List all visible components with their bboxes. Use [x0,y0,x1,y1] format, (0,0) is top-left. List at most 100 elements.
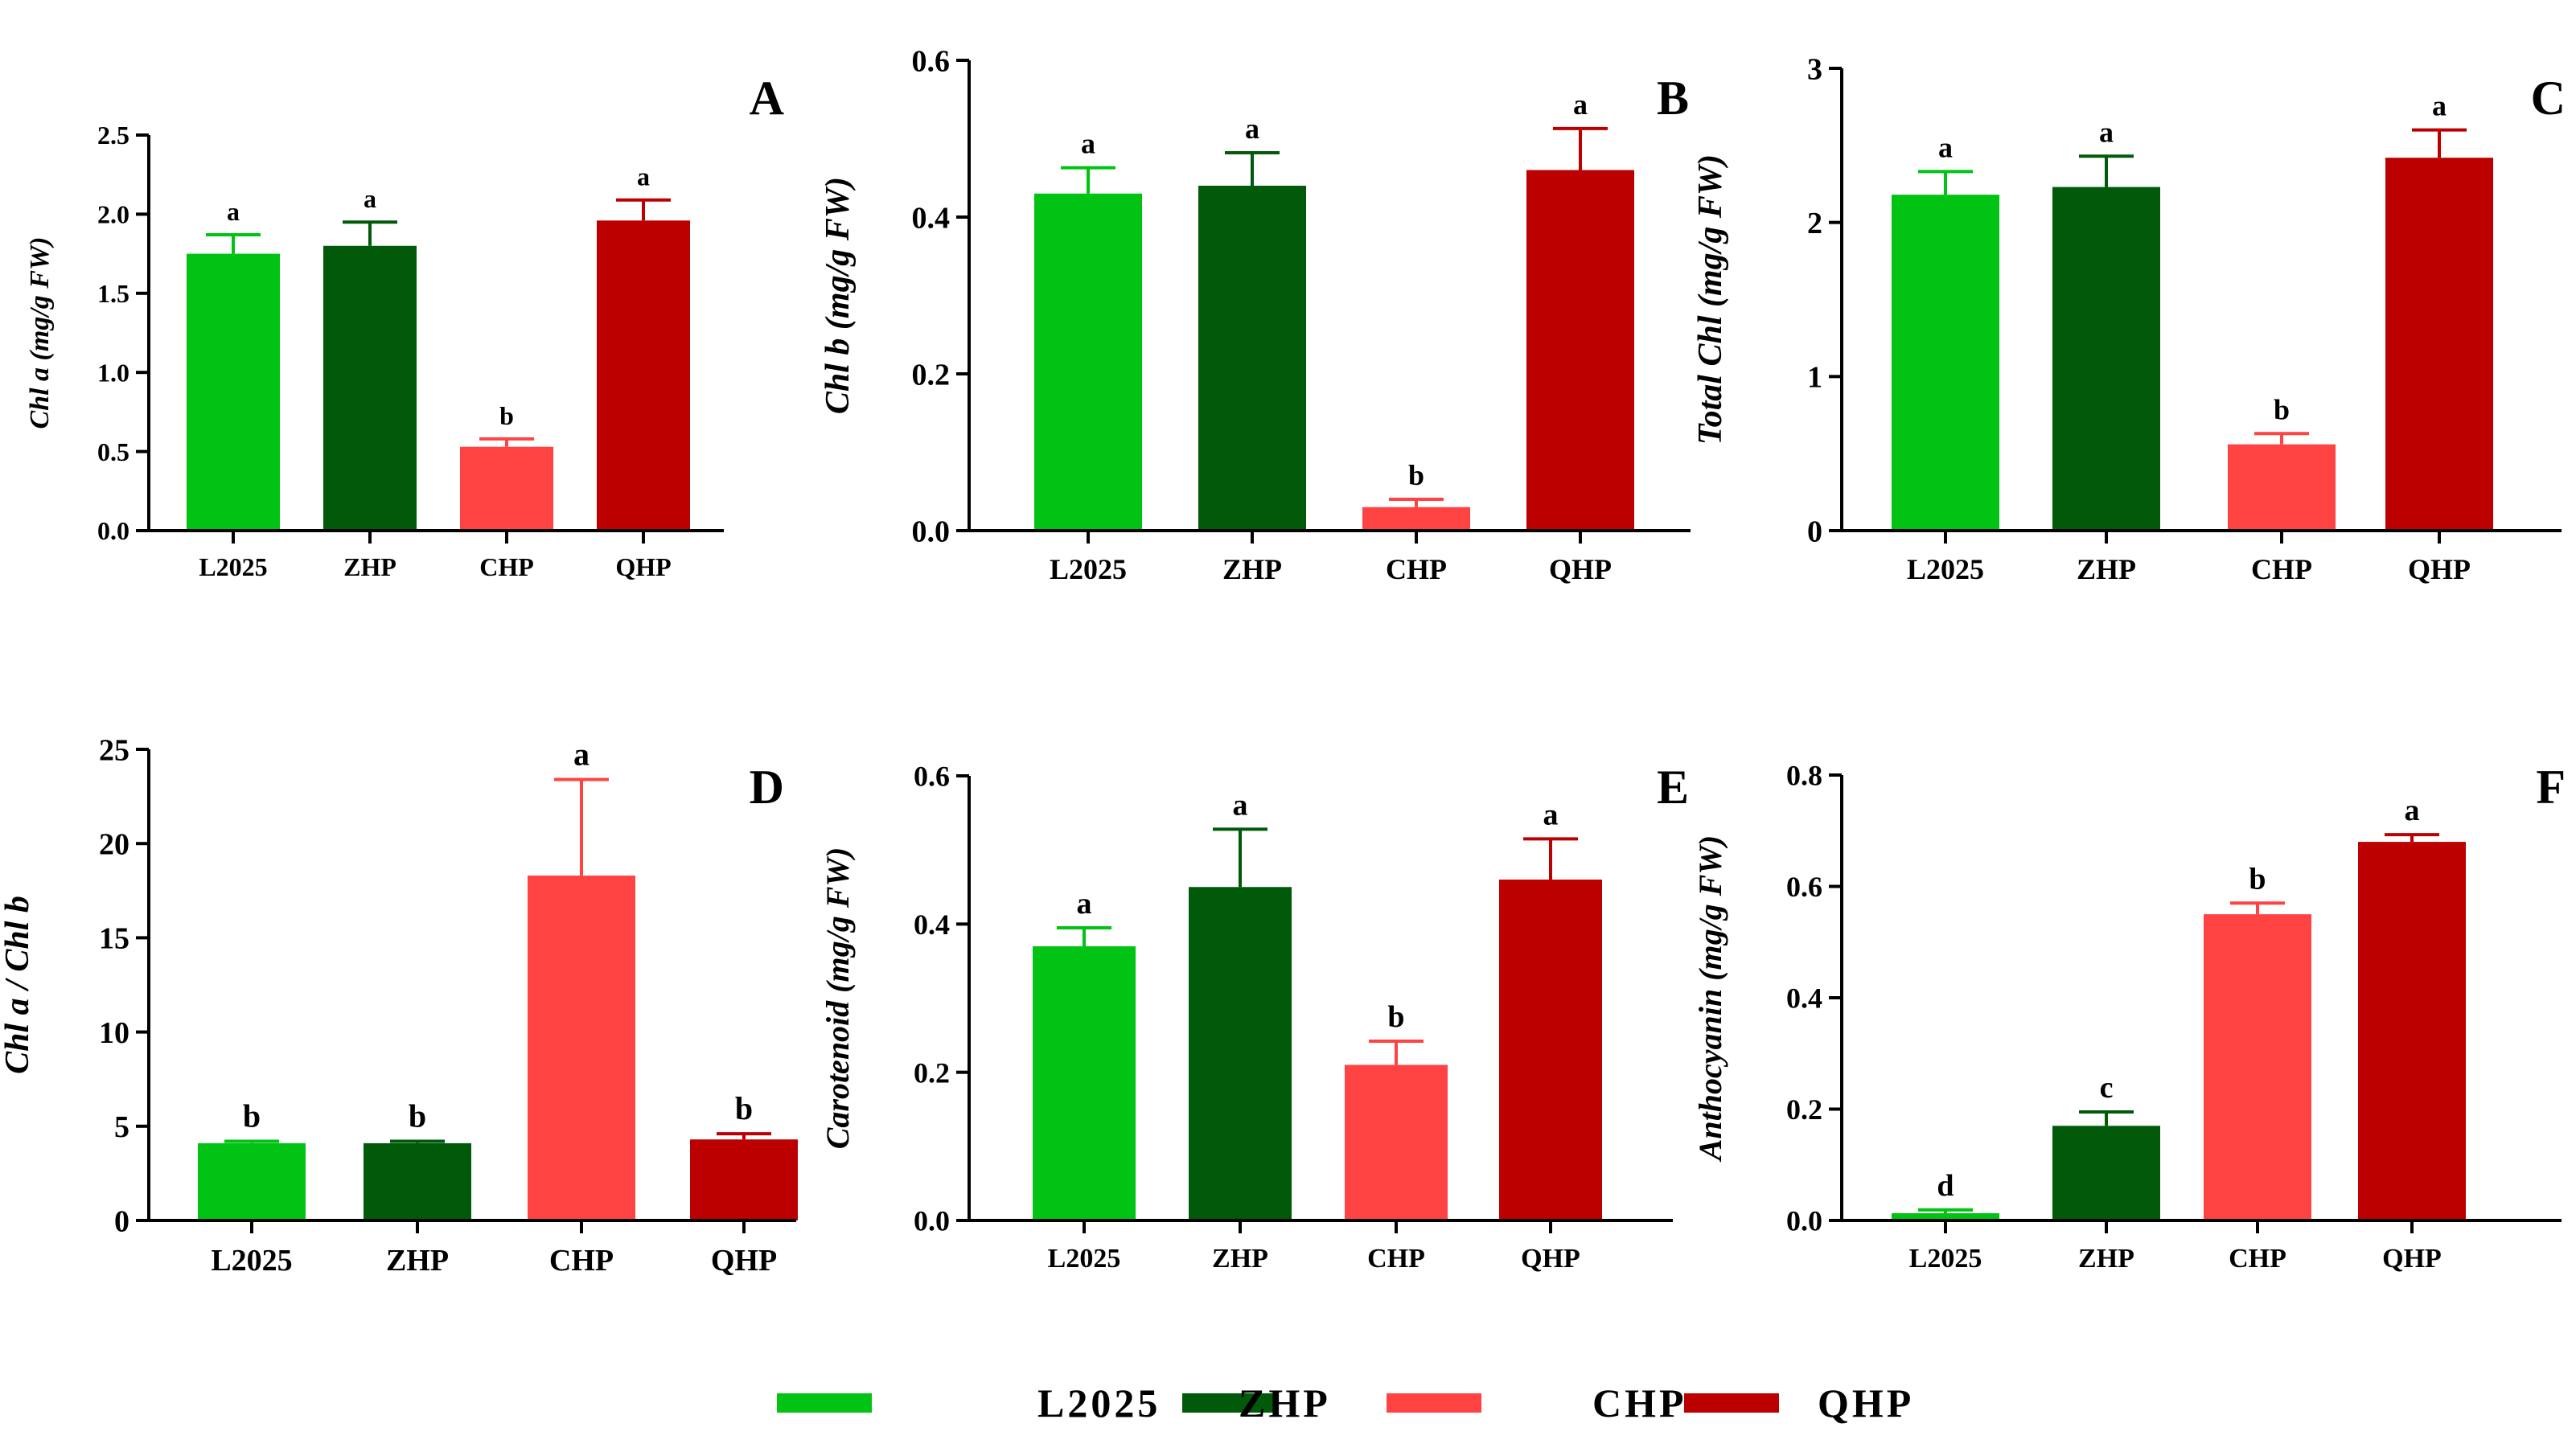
x-tick-label: ZHP [343,552,396,581]
bar-chp [528,876,635,1220]
x-tick-label: QHP [615,552,671,581]
x-tick-label: CHP [1386,553,1447,585]
y-tick-label: 0.0 [912,515,951,548]
y-axis-label: Anthocyanin (mg/g FW) [1692,835,1728,1163]
bar-qhp [597,220,690,531]
y-tick-label: 20 [99,828,129,862]
error-bar-qhp [1523,837,1578,880]
error-bar-qhp [1553,126,1608,170]
significance-letter: a [1543,798,1559,831]
bar-l2025 [1892,195,1999,531]
significance-letter: a [2432,90,2447,122]
bar-l2025 [1892,1212,1999,1220]
legend-item-zhp: ZHP [1182,1380,1331,1425]
y-tick-label: 0.4 [914,909,950,941]
error-bar-qhp [2412,128,2467,158]
y-tick-label: 2.5 [97,121,129,150]
y-tick-label: 0.0 [914,1205,950,1237]
significance-letter: c [2100,1071,2114,1105]
bar-qhp [2358,842,2466,1220]
legend-item-l2025: L2025 [777,1380,1161,1425]
bar-chp [1345,1064,1448,1220]
significance-letter: a [2405,794,2420,827]
legend-item-qhp: QHP [1684,1380,1911,1425]
error-bar-chp [2230,901,2285,915]
y-tick-label: 1 [1807,361,1822,395]
significance-letter: a [573,736,590,773]
legend-item-chp: CHP [1387,1380,1687,1425]
error-bar-chp [554,777,609,876]
error-bar-chp [479,437,534,447]
x-tick-label: CHP [2251,553,2312,585]
panel-label: A [750,72,784,125]
y-tick-label: 0.2 [1786,1093,1822,1126]
significance-letter: a [637,162,650,191]
legend-swatch [1387,1393,1481,1413]
panel-label: D [750,761,784,814]
panel-label: C [2531,72,2566,125]
error-bar-zhp [343,220,397,246]
y-axis-label: Chl a / Chl b [0,896,36,1074]
y-axis-label: Total Chl (mg/g FW) [1692,154,1729,445]
bar-chp [2204,914,2311,1220]
bar-qhp [1499,880,1602,1220]
y-tick-label: 0.2 [914,1056,950,1089]
error-bar-chp [1389,498,1444,507]
x-tick-label: QHP [2382,1244,2442,1274]
panel-label: E [1657,761,1689,814]
error-bar-l2025 [1918,1208,1973,1213]
bar-l2025 [1033,946,1136,1220]
y-tick-label: 0.0 [97,516,129,545]
bar-zhp [1189,887,1292,1220]
significance-letter: a [1077,887,1092,921]
significance-letter: b [2274,393,2290,425]
bar-qhp [690,1139,798,1220]
legend-label: CHP [1592,1380,1687,1425]
y-tick-label: 0.8 [1786,760,1822,792]
y-tick-label: 3 [1807,52,1822,86]
chart-panel-b: a L2025 a ZHP b CHP a QHP 0.0 0.2 0.4 0.6 Chl b (mg/… [820,44,1691,585]
bar-zhp [323,245,417,531]
x-tick-label: L2025 [1909,1244,1982,1274]
error-bar-l2025 [1918,170,1973,195]
x-tick-label: ZHP [2077,553,2136,585]
bar-chp [460,446,553,531]
legend-label: L2025 [1037,1380,1161,1425]
x-tick-label: ZHP [2078,1244,2134,1274]
legend-swatch [1182,1393,1277,1413]
y-tick-label: 1.5 [97,279,129,308]
error-bar-qhp [616,198,671,221]
y-tick-label: 2.0 [97,200,129,229]
y-axis-label: Chl b (mg/g FW) [820,177,857,414]
legend-swatch [1684,1393,1779,1413]
y-tick-label: 0.6 [912,44,951,78]
y-tick-label: 1.0 [97,358,129,387]
x-tick-label: L2025 [199,552,267,581]
y-tick-label: 2 [1807,207,1822,240]
significance-letter: b [2249,862,2266,896]
error-bar-zhp [390,1139,445,1143]
error-bar-zhp [1225,151,1280,186]
y-tick-label: 0.4 [912,201,951,235]
bar-l2025 [1034,193,1142,531]
x-tick-label: L2025 [1048,1244,1121,1274]
y-tick-label: 0.2 [912,358,951,392]
x-tick-label: CHP [1367,1244,1425,1274]
x-tick-label: L2025 [211,1244,292,1278]
significance-letter: a [1081,128,1095,160]
legend-label: ZHP [1239,1380,1331,1425]
x-tick-label: CHP [479,552,534,581]
legend-swatch [777,1393,872,1413]
bar-l2025 [187,253,280,531]
bar-qhp [2385,158,2493,531]
significance-letter: b [243,1098,261,1134]
legend: L2025 ZHP CHP QHP [777,1380,1911,1425]
significance-letter: b [735,1090,753,1126]
bar-zhp [2052,1126,2160,1220]
x-tick-label: ZHP [1222,553,1282,585]
x-tick-label: CHP [2229,1244,2286,1274]
y-tick-label: 0 [114,1204,129,1238]
y-tick-label: 0.4 [1786,982,1822,1015]
y-tick-label: 0.6 [914,761,950,793]
significance-letter: a [1233,788,1248,822]
